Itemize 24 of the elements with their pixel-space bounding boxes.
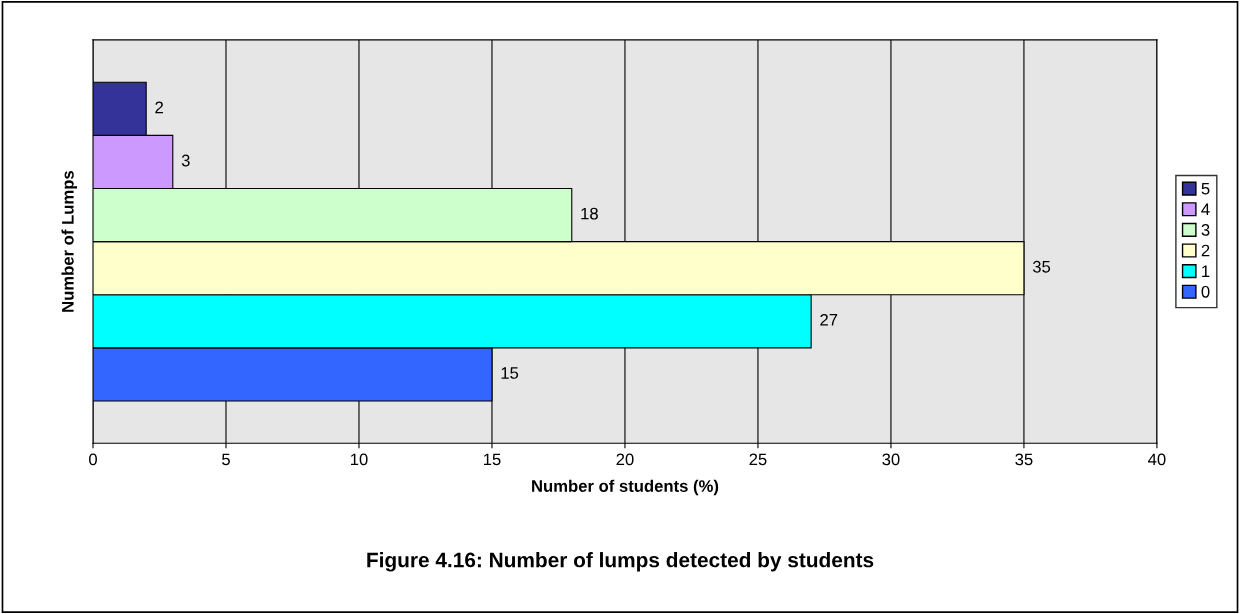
y-axis-title: Number of Lumps	[61, 170, 78, 312]
data-label: 35	[1032, 260, 1051, 273]
x-tick-label: 35	[1015, 453, 1033, 466]
legend-label: 1	[1202, 265, 1210, 277]
x-tick-label: 15	[483, 453, 501, 466]
legend-label: 4	[1201, 203, 1210, 216]
data-label: 3	[181, 154, 190, 167]
x-axis-title: Number of students (%)	[532, 479, 719, 496]
x-tick-label: 40	[1148, 453, 1166, 466]
legend-label: 5	[1201, 182, 1210, 195]
data-label: 15	[501, 367, 519, 379]
x-tick-label: 30	[882, 453, 900, 466]
text: Figure 4.16: Number of lumps detected by students	[367, 552, 874, 572]
x-tick-label: 10	[350, 453, 368, 466]
x-tick-label: 20	[616, 453, 634, 466]
legend-label: 2	[1201, 244, 1210, 257]
data-label: 2	[155, 101, 163, 114]
x-tick-label: 5	[222, 453, 230, 466]
legend-label: 3	[1201, 224, 1210, 236]
data-label: 18	[581, 207, 598, 220]
x-tick-label: 25	[749, 453, 767, 466]
data-label: 27	[820, 313, 838, 326]
legend-label: 0	[1201, 285, 1210, 298]
x-tick-label: 0	[89, 453, 97, 466]
